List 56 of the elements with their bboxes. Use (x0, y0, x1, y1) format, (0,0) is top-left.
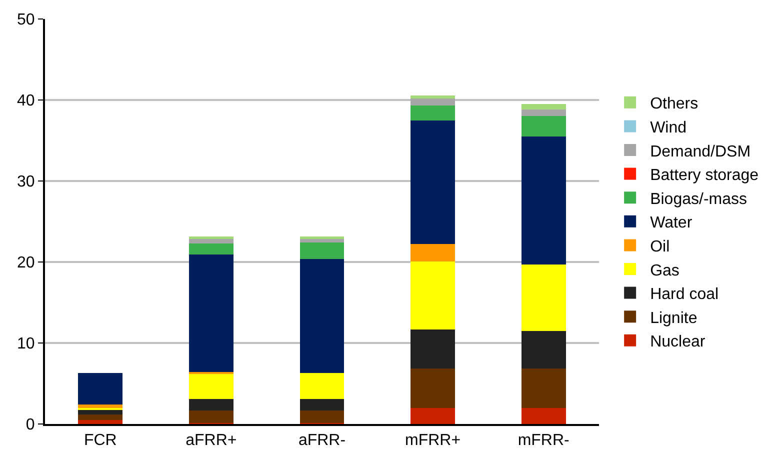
bar (300, 372, 344, 399)
x-tick-label: mFRR- (518, 432, 570, 450)
legend-label: Hard coal (650, 286, 719, 304)
x-tick-label: mFRR+ (405, 432, 461, 450)
bar (189, 243, 234, 255)
bar (189, 236, 234, 239)
bar (521, 264, 566, 331)
legend-label: Lignite (650, 310, 698, 327)
bar (78, 414, 123, 420)
x-tick-label: aFRR- (298, 432, 346, 450)
bar (521, 110, 566, 116)
bar (300, 258, 344, 373)
bar (189, 254, 234, 372)
bar (410, 244, 455, 262)
legend-label: Gas (650, 262, 680, 280)
x-tick-label: FCR (84, 432, 117, 450)
bar (300, 410, 344, 424)
bar (410, 262, 455, 330)
bar (521, 104, 566, 110)
legend-label: Biogas/-mass (650, 190, 747, 208)
x-tick-label: aFRR+ (186, 432, 237, 450)
y-tick-label: 50 (17, 12, 35, 29)
y-tick-label: 20 (17, 254, 35, 272)
bar (410, 106, 455, 120)
bar (189, 398, 234, 411)
bar (410, 408, 455, 424)
y-tick-label: 40 (17, 92, 35, 110)
bar (521, 368, 566, 408)
bar (521, 408, 566, 424)
legend-label: Water (650, 214, 693, 232)
bar (189, 410, 234, 424)
bar (521, 136, 566, 264)
y-tick-label: 30 (17, 174, 35, 191)
legend-label: Demand/DSM (650, 143, 751, 160)
bar (300, 236, 344, 239)
bar (78, 410, 123, 415)
bar (78, 372, 123, 405)
legend-label: Oil (650, 238, 670, 256)
bar (521, 330, 566, 369)
legend-label: Nuclear (650, 334, 706, 351)
bar (300, 242, 344, 259)
bar (410, 96, 455, 98)
legend-label: Others (650, 96, 698, 113)
bar (78, 420, 123, 424)
y-tick-label: 10 (17, 336, 35, 353)
y-tick-label: 0 (26, 416, 35, 434)
bar (410, 120, 455, 244)
bar (410, 98, 455, 106)
bar (300, 398, 344, 411)
bar (521, 116, 566, 136)
legend-label: Battery storage (650, 167, 759, 184)
legend-label: Wind (650, 119, 687, 136)
bar (410, 330, 455, 369)
bar (410, 368, 455, 408)
bar (189, 374, 234, 399)
bar (78, 404, 123, 408)
